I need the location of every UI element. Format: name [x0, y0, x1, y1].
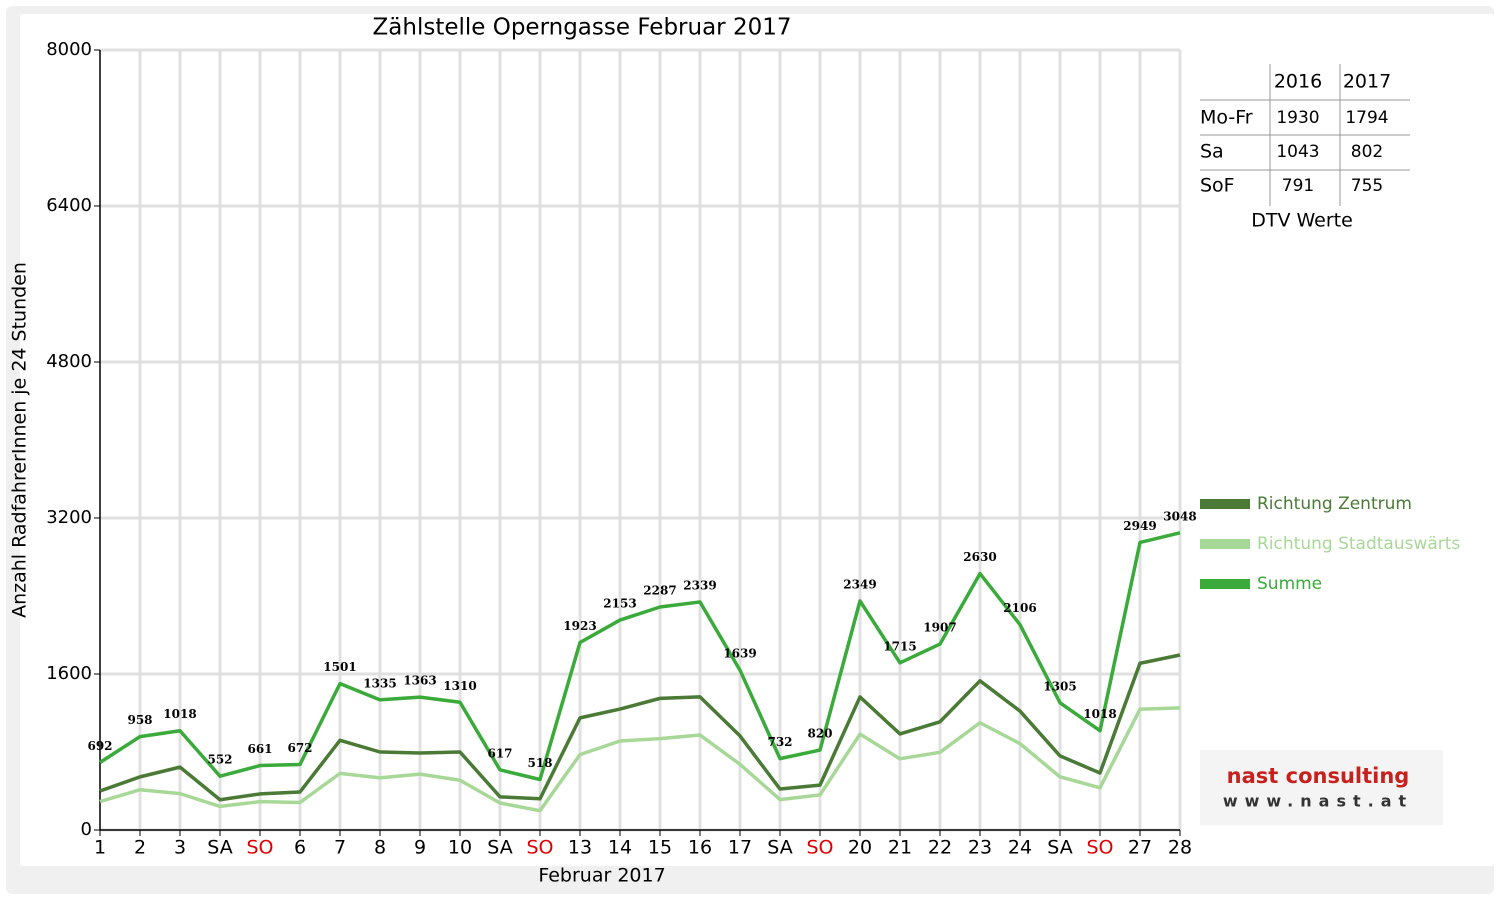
x-axis-label: Februar 2017 — [538, 865, 665, 887]
data-label: 732 — [767, 735, 792, 749]
data-label: 2349 — [843, 577, 876, 591]
data-label: 692 — [87, 739, 112, 753]
x-tick-label: 21 — [888, 837, 912, 859]
table-header: 2017 — [1343, 71, 1391, 93]
y-tick-label: 1600 — [46, 663, 92, 684]
table-header: 2016 — [1274, 71, 1322, 93]
data-label: 1018 — [163, 707, 196, 721]
logo: nast consulting www.nast.at — [1200, 750, 1443, 825]
data-label: 2153 — [603, 597, 636, 611]
x-tick-label: 3 — [174, 837, 186, 859]
table-cell: 1930 — [1276, 108, 1319, 128]
legend-swatch — [1200, 539, 1250, 549]
data-label: 617 — [487, 746, 512, 760]
y-tick-label: 0 — [81, 819, 92, 840]
data-label: 2949 — [1123, 519, 1156, 533]
data-label: 2339 — [683, 578, 716, 592]
table-cell: 755 — [1351, 176, 1383, 196]
x-tick-label: 22 — [928, 837, 952, 859]
data-label: 1335 — [363, 676, 396, 690]
x-tick-label: 10 — [448, 837, 472, 859]
line-series — [99, 531, 1181, 782]
legend-label: Summe — [1257, 574, 1322, 594]
y-tick-label: 3200 — [46, 507, 92, 528]
data-label: 2106 — [1003, 601, 1036, 615]
table-row-label: Mo-Fr — [1200, 107, 1253, 129]
table-caption: DTV Werte — [1251, 210, 1353, 232]
table-cell: 802 — [1351, 142, 1383, 162]
x-tick-label: SA — [1047, 837, 1072, 859]
data-label: 2287 — [643, 584, 676, 598]
x-tick-label: 16 — [688, 837, 712, 859]
x-tick-label: 8 — [374, 837, 386, 859]
data-label: 820 — [807, 727, 832, 741]
legend-label: Richtung Zentrum — [1257, 494, 1412, 514]
panel — [20, 14, 1494, 866]
data-label: 1501 — [323, 660, 356, 674]
legend-swatch — [1200, 499, 1250, 509]
table-row-label: SoF — [1200, 175, 1235, 197]
data-label: 1018 — [1083, 707, 1116, 721]
table-row-label: Sa — [1200, 141, 1224, 163]
x-tick-label: SO — [806, 837, 833, 859]
table-cell: 1043 — [1276, 142, 1319, 162]
data-label: 2630 — [963, 550, 996, 564]
x-tick-label: 17 — [728, 837, 752, 859]
line-series — [99, 706, 1181, 813]
x-tick-label: SO — [1086, 837, 1113, 859]
data-label: 518 — [527, 756, 552, 770]
x-tick-label: 20 — [848, 837, 872, 859]
x-tick-label: SO — [246, 837, 273, 859]
line-series — [99, 653, 1181, 802]
y-tick-label: 8000 — [46, 39, 92, 60]
data-label: 672 — [287, 741, 312, 755]
x-tick-label: 2 — [134, 837, 146, 859]
data-label: 1639 — [723, 647, 756, 661]
logo-name: nast consulting — [1227, 764, 1410, 788]
table-cell: 1794 — [1345, 108, 1388, 128]
y-axis-label: Anzahl RadfahrerInnen je 24 Stunden — [9, 262, 31, 618]
data-label: 1310 — [443, 679, 476, 693]
data-label: 661 — [247, 742, 272, 756]
logo-url: www.nast.at — [1223, 792, 1413, 811]
x-tick-label: 28 — [1168, 837, 1192, 859]
x-tick-label: SA — [487, 837, 512, 859]
data-label: 1363 — [403, 674, 436, 688]
data-label: 552 — [207, 753, 232, 767]
x-tick-label: 24 — [1008, 837, 1032, 859]
x-tick-label: 23 — [968, 837, 992, 859]
legend-label: Richtung Stadtauswärts — [1257, 534, 1460, 554]
logo-box — [1200, 750, 1443, 825]
x-tick-label: 9 — [414, 837, 426, 859]
table-cell: 791 — [1282, 176, 1314, 196]
x-tick-label: 7 — [334, 837, 346, 859]
data-label: 1715 — [883, 639, 916, 653]
x-tick-label: 6 — [294, 837, 306, 859]
x-tick-label: 1 — [94, 837, 106, 859]
y-tick-label: 4800 — [46, 351, 92, 372]
data-label: 1923 — [563, 619, 596, 633]
chart-title: Zählstelle Operngasse Februar 2017 — [373, 15, 792, 41]
x-tick-label: 14 — [608, 837, 632, 859]
x-tick-label: 13 — [568, 837, 592, 859]
x-tick-label: 27 — [1128, 837, 1152, 859]
dtv-table: DTV Werte 2016 2017 Mo-Fr 1930 1794 Sa 1043 802… — [1200, 64, 1410, 232]
x-tick-label: 15 — [648, 837, 672, 859]
data-label: 1305 — [1043, 679, 1076, 693]
data-label: 958 — [127, 713, 152, 727]
data-label: 1907 — [923, 621, 956, 635]
y-tick-label: 6400 — [46, 195, 92, 216]
data-label: 3048 — [1163, 509, 1196, 523]
x-tick-label: SA — [767, 837, 792, 859]
x-tick-label: SA — [207, 837, 232, 859]
x-tick-label: SO — [526, 837, 553, 859]
legend-swatch — [1200, 579, 1250, 589]
